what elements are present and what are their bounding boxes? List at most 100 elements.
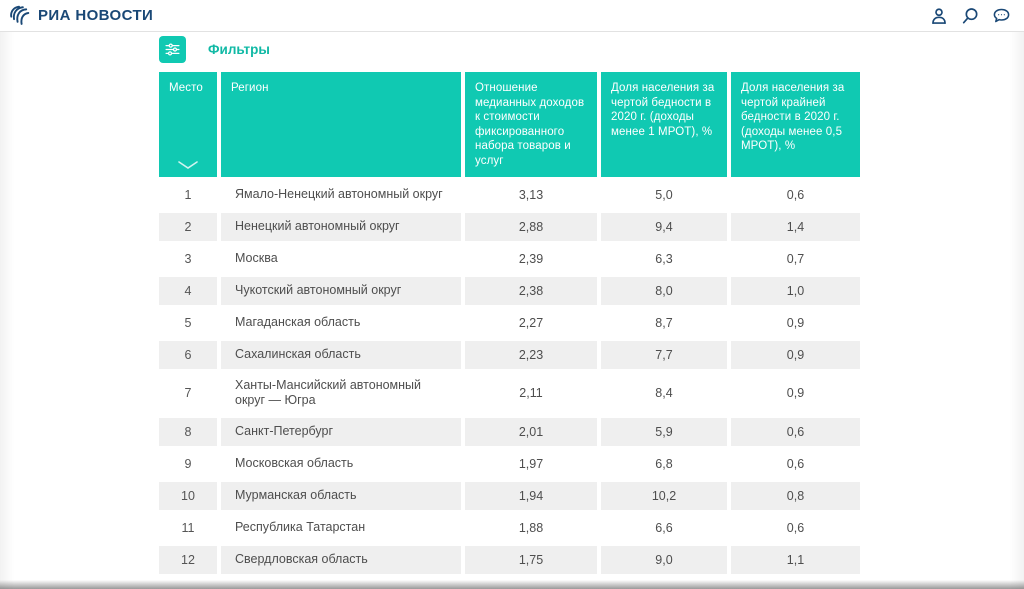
top-bar: РИА НОВОСТИ — [0, 0, 1024, 32]
ratio-cell: 3,13 — [465, 180, 597, 209]
table-header: Место Регион Отношение медианных доходов… — [159, 72, 860, 177]
region-cell: Московская область — [221, 449, 461, 478]
rank-cell: 6 — [159, 340, 217, 369]
search-icon[interactable] — [960, 6, 980, 26]
poverty-cell: 5,0 — [601, 180, 727, 209]
ratio-cell: 2,11 — [465, 372, 597, 414]
filter-row: Фильтры — [0, 32, 1024, 67]
extreme-poverty-cell: 0,6 — [731, 180, 860, 209]
poverty-cell: 5,9 — [601, 417, 727, 446]
rank-cell: 11 — [159, 513, 217, 542]
extreme-poverty-cell: 0,6 — [731, 417, 860, 446]
poverty-cell: 9,0 — [601, 545, 727, 574]
table-body: 1 Ямало-Ненецкий автономный округ 3,13 5… — [159, 180, 860, 574]
extreme-poverty-cell: 0,7 — [731, 244, 860, 273]
region-cell: Мурманская область — [221, 481, 461, 510]
region-cell: Чукотский автономный округ — [221, 276, 461, 305]
table-row: 6 Сахалинская область 2,23 7,7 0,9 — [159, 340, 860, 369]
region-cell: Ханты-Мансийский автономный округ — Югра — [221, 372, 461, 414]
column-header-region-label: Регион — [231, 82, 269, 94]
column-header-poverty-label: Доля населения за чертой бедности в 2020… — [611, 82, 715, 138]
table-row: 12 Свердловская область 1,75 9,0 1,1 — [159, 545, 860, 574]
poverty-cell: 6,6 — [601, 513, 727, 542]
extreme-poverty-cell: 0,9 — [731, 340, 860, 369]
extreme-poverty-cell: 0,9 — [731, 372, 860, 414]
filters-button[interactable] — [159, 36, 186, 63]
column-header-region: Регион — [221, 72, 461, 177]
rank-cell: 5 — [159, 308, 217, 337]
region-cell: Свердловская область — [221, 545, 461, 574]
topbar-actions — [929, 6, 1014, 26]
rank-cell: 1 — [159, 180, 217, 209]
rank-cell: 12 — [159, 545, 217, 574]
rank-cell: 10 — [159, 481, 217, 510]
region-cell: Сахалинская область — [221, 340, 461, 369]
ratio-cell: 2,88 — [465, 212, 597, 241]
region-cell: Москва — [221, 244, 461, 273]
ratio-cell: 1,94 — [465, 481, 597, 510]
filters-label[interactable]: Фильтры — [208, 42, 270, 57]
ria-novosti-logo[interactable]: РИА НОВОСТИ — [8, 4, 153, 27]
ratio-cell: 1,75 — [465, 545, 597, 574]
extreme-poverty-cell: 1,4 — [731, 212, 860, 241]
region-cell: Санкт-Петербург — [221, 417, 461, 446]
comments-icon[interactable] — [991, 6, 1012, 26]
poverty-cell: 6,8 — [601, 449, 727, 478]
column-header-extreme-poverty-label: Доля населения за чертой крайней бедност… — [741, 82, 845, 153]
extreme-poverty-cell: 0,6 — [731, 449, 860, 478]
poverty-cell: 6,3 — [601, 244, 727, 273]
ratio-cell: 1,88 — [465, 513, 597, 542]
extreme-poverty-cell: 1,1 — [731, 545, 860, 574]
table-row: 7 Ханты-Мансийский автономный округ — Юг… — [159, 372, 860, 414]
extreme-poverty-cell: 1,0 — [731, 276, 860, 305]
rank-cell: 3 — [159, 244, 217, 273]
brand-title: РИА НОВОСТИ — [38, 7, 154, 24]
rank-cell: 2 — [159, 212, 217, 241]
poverty-cell: 8,7 — [601, 308, 727, 337]
rating-table: Место Регион Отношение медианных доходов… — [155, 68, 864, 578]
poverty-cell: 8,0 — [601, 276, 727, 305]
rank-cell: 4 — [159, 276, 217, 305]
poverty-cell: 8,4 — [601, 372, 727, 414]
ratio-cell: 2,38 — [465, 276, 597, 305]
rank-cell: 8 — [159, 417, 217, 446]
rating-table-container: Место Регион Отношение медианных доходов… — [0, 68, 1024, 578]
extreme-poverty-cell: 0,9 — [731, 308, 860, 337]
column-header-ratio: Отношение медианных доходов к стоимости … — [465, 72, 597, 177]
bottom-edge-fade — [0, 580, 1024, 589]
table-row: 3 Москва 2,39 6,3 0,7 — [159, 244, 860, 273]
column-header-rank[interactable]: Место — [159, 72, 217, 177]
extreme-poverty-cell: 0,6 — [731, 513, 860, 542]
table-row: 4 Чукотский автономный округ 2,38 8,0 1,… — [159, 276, 860, 305]
extreme-poverty-cell: 0,8 — [731, 481, 860, 510]
ratio-cell: 2,23 — [465, 340, 597, 369]
ria-globe-icon — [8, 4, 31, 27]
poverty-cell: 7,7 — [601, 340, 727, 369]
region-cell: Ямало-Ненецкий автономный округ — [221, 180, 461, 209]
table-row: 5 Магаданская область 2,27 8,7 0,9 — [159, 308, 860, 337]
region-cell: Магаданская область — [221, 308, 461, 337]
chevron-down-icon[interactable] — [177, 160, 199, 170]
user-icon[interactable] — [929, 6, 949, 26]
ratio-cell: 2,27 — [465, 308, 597, 337]
table-row: 1 Ямало-Ненецкий автономный округ 3,13 5… — [159, 180, 860, 209]
column-header-ratio-label: Отношение медианных доходов к стоимости … — [475, 82, 585, 167]
poverty-cell: 9,4 — [601, 212, 727, 241]
table-row: 10 Мурманская область 1,94 10,2 0,8 — [159, 481, 860, 510]
poverty-cell: 10,2 — [601, 481, 727, 510]
rank-cell: 9 — [159, 449, 217, 478]
table-row: 11 Республика Татарстан 1,88 6,6 0,6 — [159, 513, 860, 542]
ratio-cell: 2,01 — [465, 417, 597, 446]
table-row: 8 Санкт-Петербург 2,01 5,9 0,6 — [159, 417, 860, 446]
ratio-cell: 2,39 — [465, 244, 597, 273]
sliders-icon — [164, 41, 181, 58]
region-cell: Ненецкий автономный округ — [221, 212, 461, 241]
column-header-extreme-poverty: Доля населения за чертой крайней бедност… — [731, 72, 860, 177]
column-header-poverty: Доля населения за чертой бедности в 2020… — [601, 72, 727, 177]
table-row: 9 Московская область 1,97 6,8 0,6 — [159, 449, 860, 478]
region-cell: Республика Татарстан — [221, 513, 461, 542]
table-row: 2 Ненецкий автономный округ 2,88 9,4 1,4 — [159, 212, 860, 241]
column-header-rank-label: Место — [169, 82, 203, 94]
rank-cell: 7 — [159, 372, 217, 414]
ratio-cell: 1,97 — [465, 449, 597, 478]
